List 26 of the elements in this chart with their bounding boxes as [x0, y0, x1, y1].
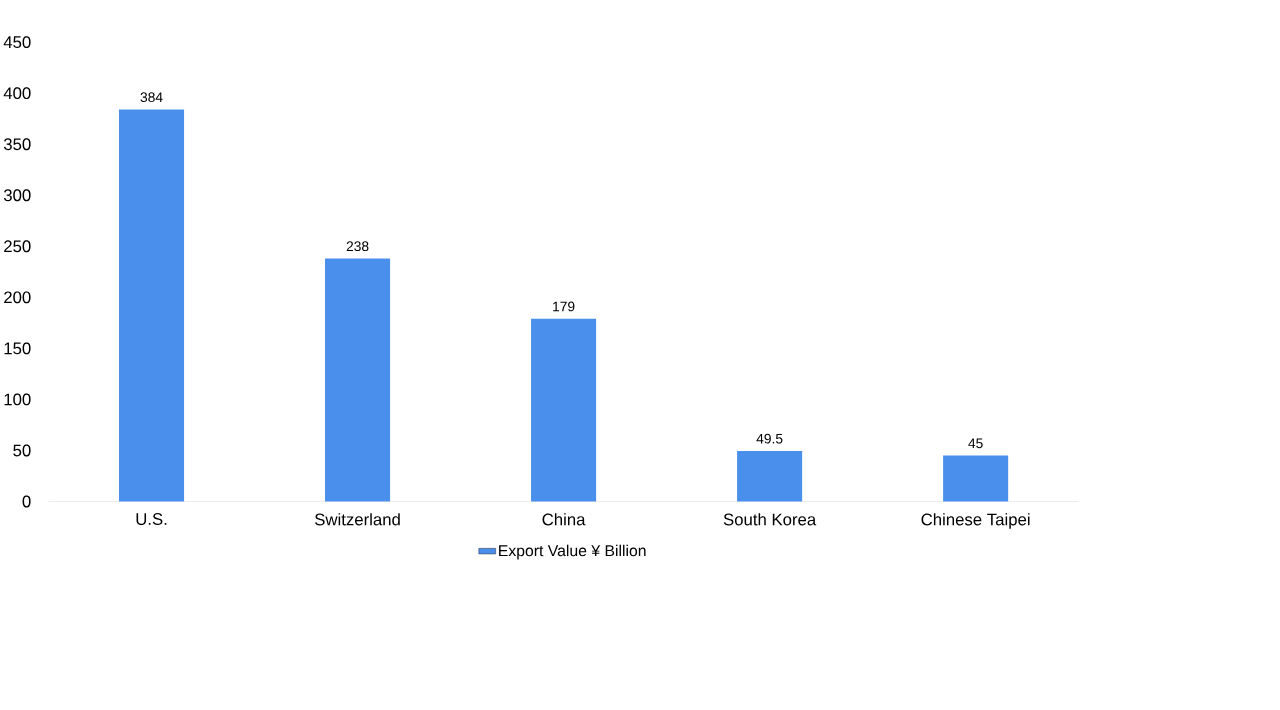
y-tick-label: 0 [22, 495, 31, 508]
bar [737, 451, 803, 502]
data-label: 49.5 [756, 433, 783, 444]
bar [943, 455, 1009, 502]
y-tick-label: 350 [3, 138, 31, 151]
bar [531, 318, 597, 502]
bar [119, 109, 185, 502]
y-tick-label: 150 [4, 342, 31, 355]
y-tick-label: 400 [3, 87, 31, 100]
x-tick-label: U.S. [136, 513, 167, 526]
bar [325, 258, 391, 502]
x-tick-label: Chinese Taipei [921, 513, 1030, 529]
y-tick-label: 450 [3, 36, 31, 49]
data-label: 238 [346, 241, 369, 252]
x-tick-label: South Korea [723, 513, 817, 526]
y-tick-label: 250 [4, 240, 31, 253]
x-tick-label: China [542, 513, 586, 526]
y-tick-label: 50 [13, 444, 31, 457]
y-tick-label: 300 [3, 189, 31, 202]
data-label: 45 [968, 438, 983, 449]
legend-label: Export Value ¥ Billion [499, 544, 646, 560]
data-label: 179 [553, 301, 575, 312]
y-tick-label: 200 [4, 291, 31, 304]
y-tick-label: 100 [4, 393, 31, 406]
x-tick-label: Switzerland [315, 513, 400, 526]
data-label: 384 [140, 92, 163, 103]
